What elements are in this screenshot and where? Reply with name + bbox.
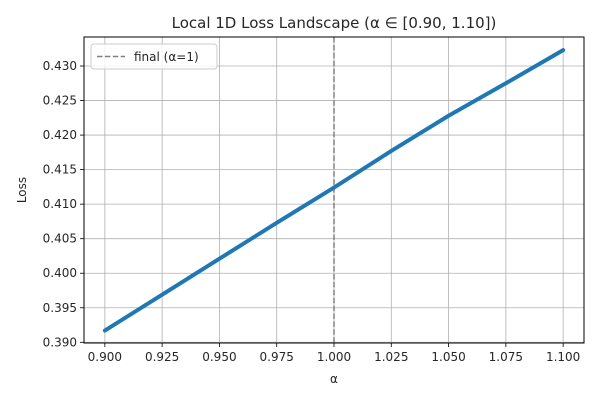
y-axis-label: Loss [15, 177, 29, 203]
y-tick-label: 0.430 [43, 59, 77, 73]
y-tick-label: 0.425 [43, 94, 77, 108]
y-axis-ticks: 0.390 0.395 0.400 0.405 0.410 0.415 0.420 0.425… [43, 59, 84, 349]
x-tick-label: 0.900 [88, 350, 122, 364]
y-tick-label: 0.420 [43, 128, 77, 142]
y-tick-label: 0.415 [43, 163, 77, 177]
x-tick-label: 0.975 [260, 350, 294, 364]
y-tick-label: 0.395 [43, 301, 77, 315]
x-tick-label: 1.000 [317, 350, 351, 364]
y-tick-label: 0.390 [43, 335, 77, 349]
x-tick-label: 1.100 [546, 350, 580, 364]
x-tick-label: 1.050 [431, 350, 465, 364]
x-tick-label: 1.025 [374, 350, 408, 364]
x-tick-label: 0.925 [145, 350, 179, 364]
x-tick-label: 1.075 [489, 350, 523, 364]
x-axis-label: α [330, 372, 338, 386]
legend-label-final: final (α=1) [134, 50, 199, 64]
legend: final (α=1) [90, 43, 218, 70]
loss-series-line [102, 48, 566, 333]
chart-title: Local 1D Loss Landscape (α ∈ [0.90, 1.10… [172, 14, 497, 32]
x-axis-ticks: 0.900 0.925 0.950 0.975 1.000 1.025 1.050 1.075… [88, 343, 580, 364]
y-tick-label: 0.405 [43, 232, 77, 246]
legend-box [90, 43, 218, 70]
y-tick-label: 0.410 [43, 197, 77, 211]
x-tick-label: 0.950 [202, 350, 236, 364]
y-tick-label: 0.400 [43, 266, 77, 280]
series-layer [102, 48, 566, 333]
